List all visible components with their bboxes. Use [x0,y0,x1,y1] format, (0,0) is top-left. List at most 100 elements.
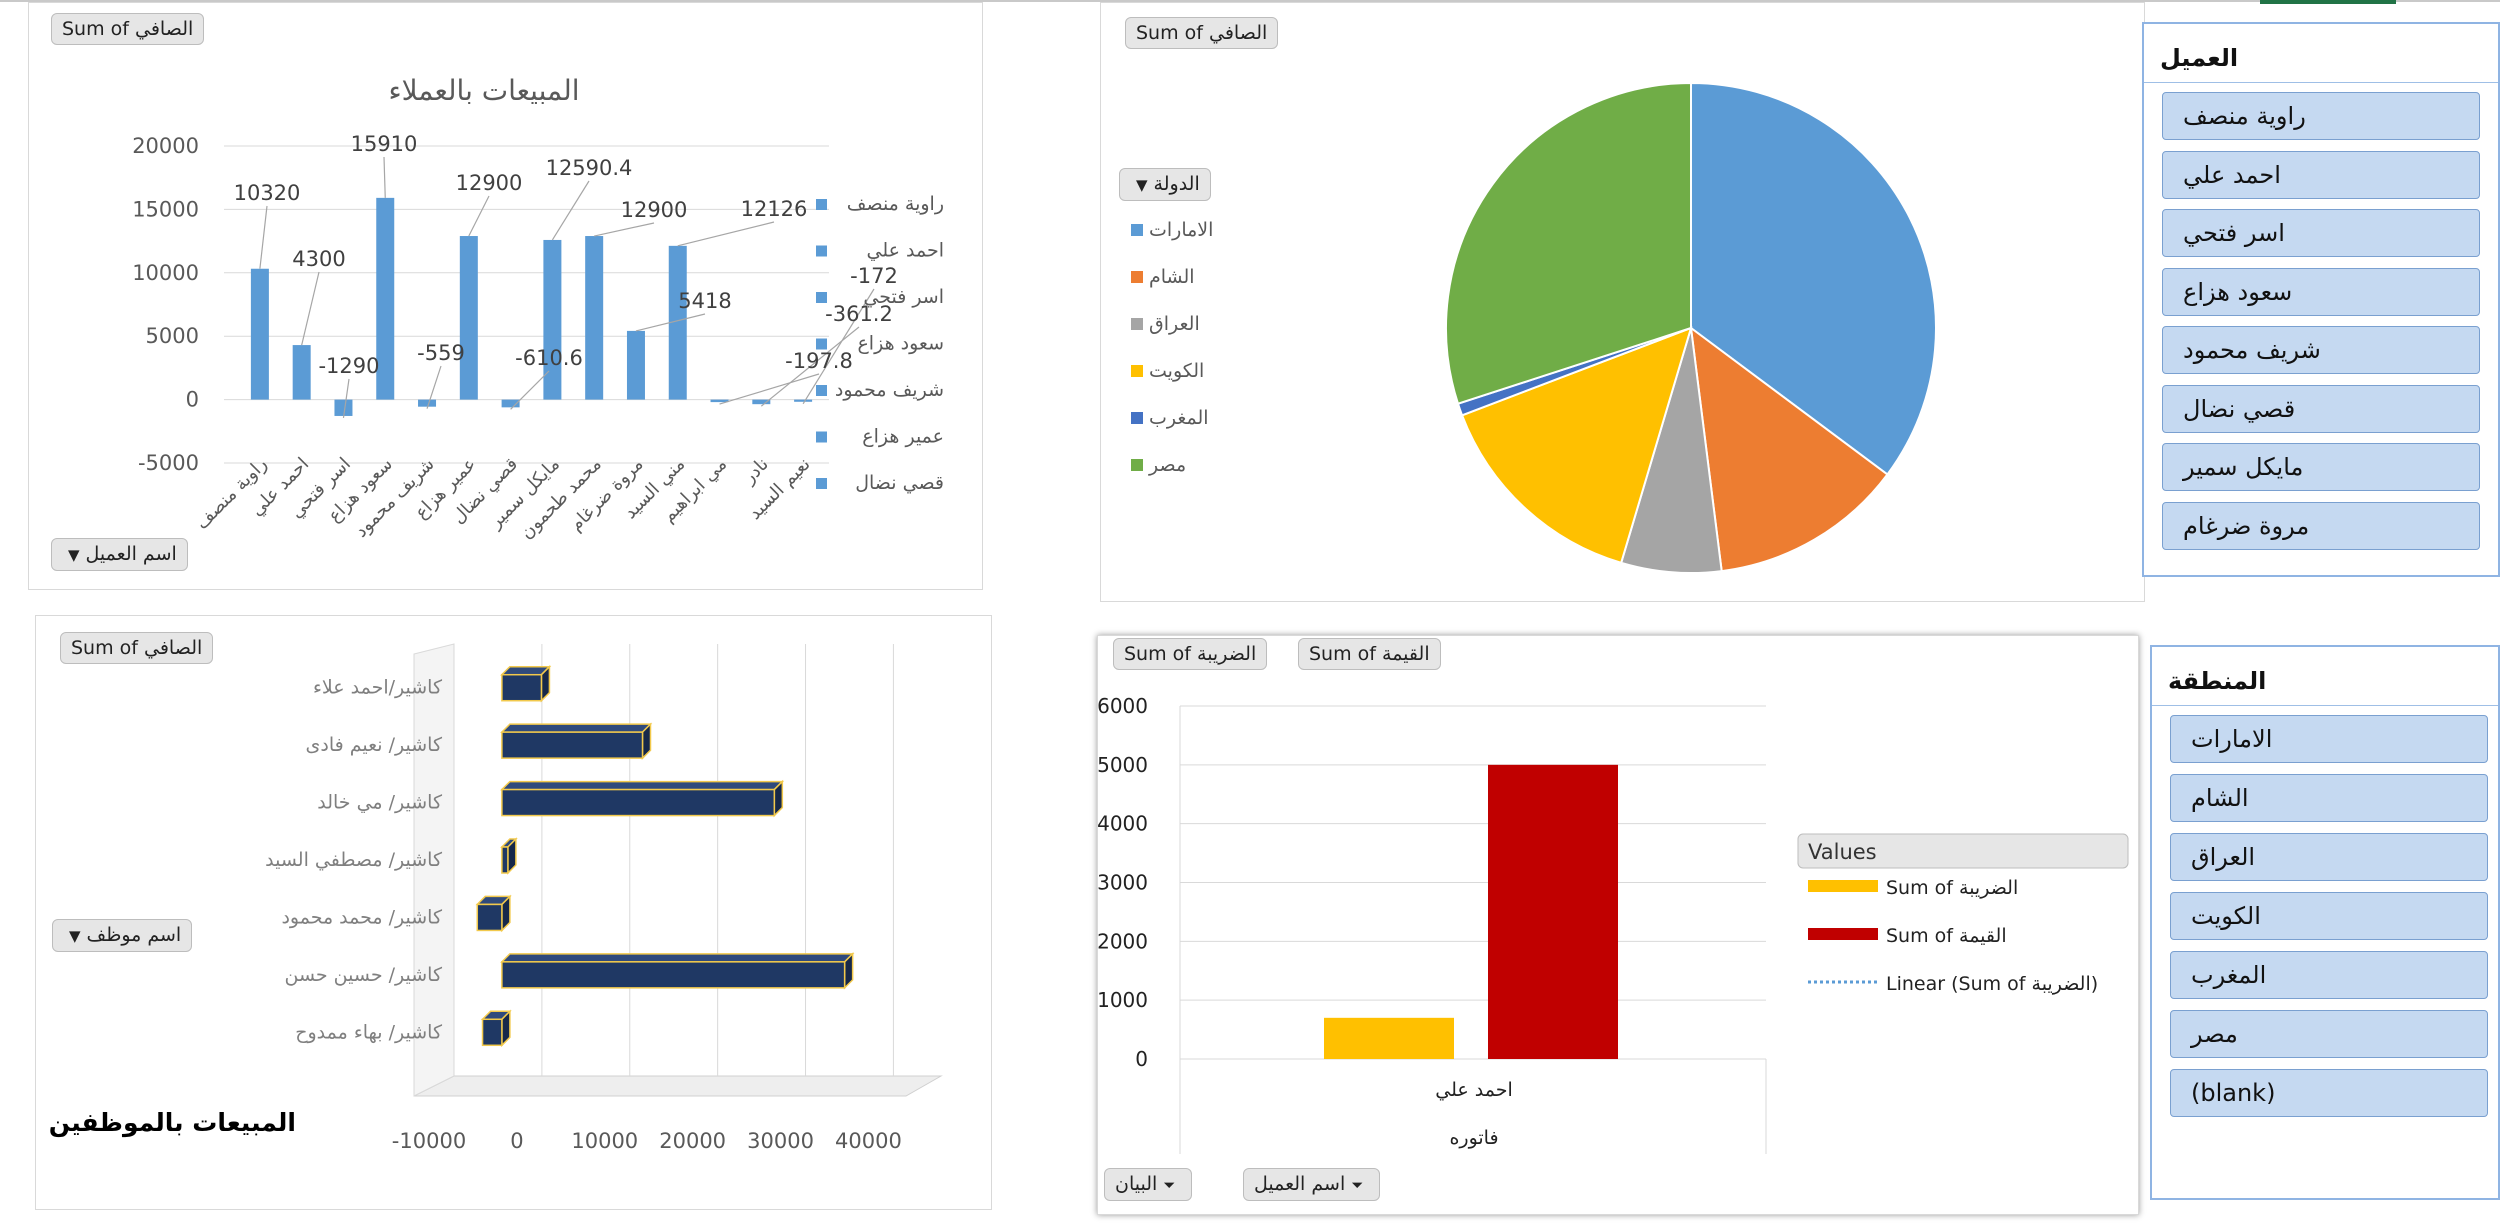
slicer-item[interactable]: مروة ضرغام [2162,501,2480,550]
y-tick-label: 20000 [132,134,199,158]
slicer-item[interactable]: قصي نضال [2162,384,2480,433]
slicer-item[interactable]: الكويت [2170,892,2488,940]
field-label: اسم العميل [1254,1173,1346,1195]
field-label: اسم العميل [85,543,177,565]
slicer-item[interactable]: راوية منصف [2162,92,2480,140]
x-tick-label: نادر [738,454,773,489]
data-label: 10320 [234,181,301,205]
slicer-item[interactable]: مصر [2170,1010,2488,1058]
slicer-item[interactable]: الشام [2170,774,2488,822]
leader-line [301,271,320,346]
category-label: كاشير/ مصطفي السيد [265,849,443,871]
leader-line [635,313,706,332]
field-label: الدولة [1153,173,1200,195]
data-label: 12900 [456,171,523,195]
pie-slice-6 [1445,81,1692,405]
tax-amount-chart[interactable]: Sum of الضريبة Sum of القيمة 6000 5000 400… [1097,635,2139,1215]
x-tick-label: -10000 [392,1129,466,1153]
slicer-item[interactable]: شريف محمود [2162,326,2480,374]
pie-slice-2 [1689,325,1889,573]
region-slicer[interactable]: المنطقة الامارات الشام العراق الكويت المغرب م… [2150,645,2500,1200]
slicer-title: العميل [2160,44,2239,72]
tax-chart-svg: 6000 5000 4000 3000 2000 1000 0 احمد علي فاتور… [1098,694,2129,1154]
subcategory-label: فاتوره [1449,1127,1498,1149]
employee-name-field-button[interactable]: ▼ اسم موظف [52,919,193,952]
slicer-divider [2144,82,2498,83]
leader-line [551,180,590,241]
legend-swatch [1808,928,1878,940]
data-label: 5418 [678,289,731,313]
country-field-button[interactable]: ▼ الدولة [1119,168,1211,201]
slicer-divider [2152,705,2498,706]
slicer-title: المنطقة [2168,667,2267,695]
sum-net-field-button[interactable]: Sum of الصافي [60,632,214,664]
data-label: -172 [850,264,898,288]
pie-slice-1 [1690,81,1937,476]
gridlines [453,644,894,1076]
slicer-item[interactable]: العراق [2170,833,2488,881]
category-label: كاشير/ مي خالد [317,792,443,814]
legend: راوية منصف احمد علي اسر فتحي سعود هزاع شريف … [816,193,944,494]
slicer-item[interactable]: المغرب [2170,951,2488,999]
data-label: 12590.4 [546,156,633,180]
employee-sales-chart[interactable]: Sum of الصافي ▼ اسم موظف كاشير/احمد علاء ك… [35,615,992,1210]
slicer-item[interactable]: (blank) [2170,1069,2488,1117]
statement-filter-button[interactable]: البيان ⏷ [1104,1168,1193,1201]
gridlines [224,145,829,464]
customer-name-filter-button[interactable]: اسم العميل ⏷ [1243,1168,1381,1201]
data-label: 12900 [621,198,688,222]
legend-label: Linear (Sum of الضريبة) [1886,973,2098,995]
data-label: -1290 [318,354,379,378]
data-labels: 10320 4300 -1290 15910 -559 12900 -610.6 12590.… [234,132,898,378]
legend-label: اسر فتحي [863,286,944,308]
legend-label: سعود هزاع [857,333,944,355]
sum-tax-field-button[interactable]: Sum of الضريبة [1113,638,1268,670]
slicer-item[interactable]: سعود هزاع [2162,267,2480,316]
bar-13 [752,399,771,405]
bar-12 [710,399,729,403]
data-label: 12126 [741,197,808,221]
bar-3 [334,399,353,416]
y-axis-ticks: 6000 5000 4000 3000 2000 1000 0 [1098,694,1148,1071]
category-label: كاشير/ محمد محمود [281,906,443,928]
sum-amount-field-button[interactable]: Sum of القيمة [1298,638,1441,670]
slicer-item[interactable]: احمد علي [2162,150,2480,199]
bar-top-face [500,780,785,791]
legend-label: شريف محمود [835,379,944,401]
category-label: احمد علي [1435,1079,1512,1101]
legend-label: Sum of الضريبة [1886,877,2018,899]
y-tick-label: -5000 [138,451,199,475]
data-label: -610.6 [515,346,583,370]
customer-sales-chart[interactable]: Sum of الصافي المبيعات بالعملاء 20000 150… [28,2,983,590]
bar-10 [626,330,645,400]
filter-icon: ⏷ [1351,1176,1364,1194]
legend-swatch [1131,459,1143,471]
legend-title: Values [1808,840,1877,864]
employee-chart-svg: كاشير/احمد علاء كاشير/ نعيم فادى كاشير/ مي… [49,643,943,1153]
pie-slice-4 [1460,326,1693,565]
x-tick-label: 10000 [571,1129,638,1153]
bar-5 [418,399,437,407]
data-label: 4300 [292,247,345,271]
leader-line [719,373,820,405]
bar-9 [585,236,604,400]
legend-swatch [816,245,827,257]
slicer-item[interactable]: الامارات [2170,715,2488,763]
x-tick-label: 40000 [835,1129,902,1153]
country-pie-chart[interactable]: Sum of الصافي ▼ الدولة الامارات الشام العرا… [1100,2,2145,602]
legend-label: احمد علي [867,240,944,262]
leader-line [802,288,875,405]
y-tick-label: 15000 [132,197,199,221]
sum-net-field-button[interactable]: Sum of الصافي [51,13,205,45]
legend-label: راوية منصف [847,193,944,215]
customer-name-field-button[interactable]: ▼ اسم العميل [51,538,188,571]
bar-7 [501,399,520,408]
legend-label: مصر [1148,454,1186,476]
slicer-item[interactable]: مايكل سمير [2162,443,2480,491]
legend-label: الكويت [1149,360,1204,382]
slicer-item[interactable]: اسر فتحي [2162,209,2480,257]
customer-slicer[interactable]: العميل راوية منصف احمد علي اسر فتحي سعود هز… [2142,22,2500,577]
bar-8 [543,239,562,400]
legend-items: Sum of الضريبة Sum of القيمة Linear (Sum o… [1808,877,2098,995]
sum-net-field-button[interactable]: Sum of الصافي [1125,17,1279,49]
